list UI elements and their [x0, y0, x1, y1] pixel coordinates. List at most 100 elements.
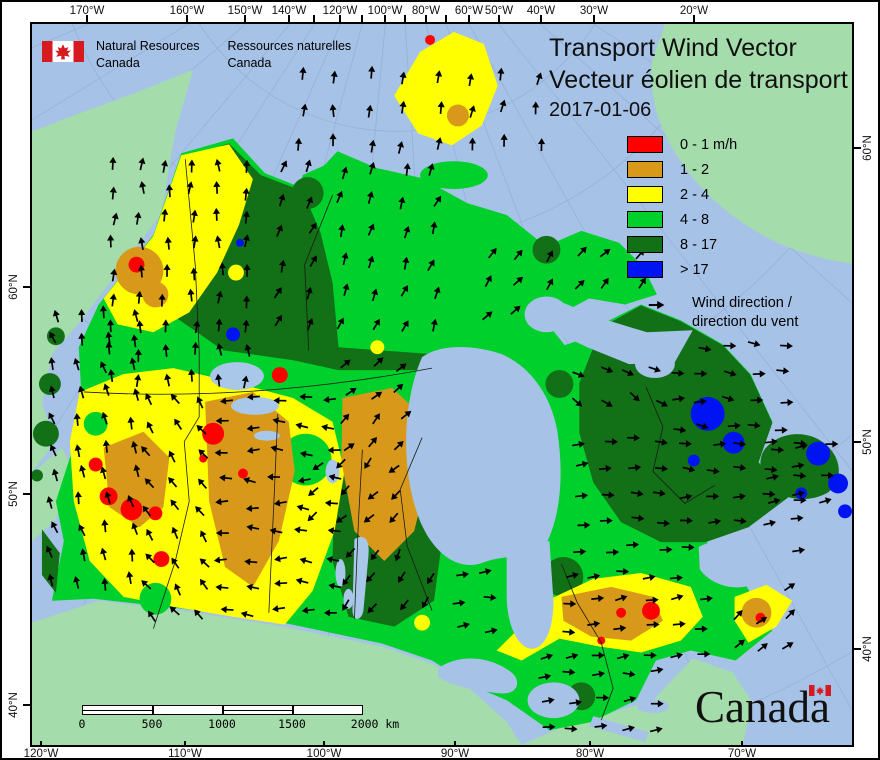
wind-arrow	[780, 398, 794, 407]
wind-arrow	[733, 517, 747, 525]
wind-arrow	[774, 426, 788, 434]
wind-arrow	[48, 385, 56, 399]
axis-tick-minor	[361, 15, 363, 22]
wind-arrow	[127, 416, 135, 430]
wind-arrow	[764, 438, 778, 446]
wind-arrow	[137, 264, 146, 278]
wind-arrow	[733, 463, 747, 472]
longitude-label-top: 150°W	[227, 5, 263, 17]
wind-arrow	[131, 522, 139, 535]
wind-arrow	[171, 557, 180, 569]
wind-arrow	[621, 369, 635, 377]
wind-arrow	[435, 70, 443, 84]
wind-arrow	[299, 450, 313, 458]
wind-arrow	[622, 670, 636, 678]
wind-arrow	[109, 293, 117, 307]
wind-arrow	[168, 450, 176, 463]
wind-arrow	[648, 365, 661, 373]
haida-gwaii	[32, 469, 43, 482]
wind-arrow	[300, 103, 308, 117]
wind-arrow	[394, 548, 402, 562]
wind-arrow	[145, 553, 156, 564]
wind-arrow	[48, 412, 56, 425]
lake-athabasca	[253, 430, 280, 441]
wind-arrow	[191, 235, 199, 249]
wind-arrow	[146, 421, 154, 434]
wind-arrow	[127, 495, 135, 508]
wind-arrow	[587, 620, 601, 628]
wind-arrow	[484, 627, 498, 635]
wind-arrow-icon	[648, 300, 665, 310]
wind-arrow	[190, 209, 198, 223]
wind-arrow	[197, 478, 208, 489]
wind-arrow	[270, 445, 284, 453]
wind-arrow	[133, 464, 141, 478]
wind-arrow	[171, 526, 179, 540]
arctic-islet	[433, 227, 447, 242]
latitude-label-left: 40°N	[8, 692, 20, 718]
wind-arrow	[650, 666, 664, 674]
wind-arrow	[373, 357, 384, 367]
wind-arrow	[161, 208, 169, 222]
wind-arrow	[138, 237, 146, 251]
wind-arrow	[821, 471, 835, 480]
wind-arrow	[752, 370, 766, 378]
wind-arrow	[327, 527, 341, 535]
axis-tick	[86, 15, 88, 22]
wind-arrow	[783, 583, 796, 592]
wind-arrow	[194, 609, 204, 620]
wind-arrow	[323, 609, 337, 617]
wind-arrow	[214, 158, 222, 172]
wind-arrow	[626, 434, 640, 442]
wind-arrow	[215, 373, 223, 387]
legend-swatch	[627, 236, 663, 253]
wind-arrow	[401, 320, 409, 332]
wind-arrow	[364, 457, 372, 469]
wind-arrow	[294, 137, 303, 151]
legend-swatch	[627, 211, 663, 228]
wind-arrow	[273, 499, 287, 507]
wind-arrow	[721, 395, 735, 403]
wind-arrow	[199, 530, 207, 543]
axis-tick	[425, 15, 427, 22]
legend-item: 0 - 1 m/h	[627, 136, 737, 153]
legend-label: > 17	[680, 261, 709, 278]
wind-arrow	[371, 391, 383, 400]
wind-arrow	[601, 491, 615, 499]
wind-arrow	[400, 410, 412, 420]
axis-tick	[498, 15, 500, 22]
wind-arrow	[397, 141, 404, 154]
wind-arrow	[128, 548, 136, 562]
wind-arrow	[216, 290, 224, 304]
wind-arrow	[577, 246, 587, 257]
devon-island	[420, 161, 488, 190]
wind-arrow	[468, 137, 477, 151]
wind-arrow	[165, 184, 174, 198]
wind-direction-legend: Wind direction / direction du vent	[644, 294, 798, 332]
hudson-strait	[555, 300, 693, 365]
wind-arrow	[242, 187, 250, 201]
wind-arrow	[370, 549, 380, 561]
wind-arrow	[733, 610, 743, 621]
longitude-label-top: 80°W	[411, 5, 441, 17]
wind-arrow	[734, 639, 745, 649]
wind-arrow	[306, 318, 314, 331]
wind-arrow	[781, 642, 794, 650]
wind-arrow	[102, 439, 110, 453]
great-slave-lake	[231, 396, 279, 415]
wind-arrow	[426, 572, 435, 585]
wind-arrow	[395, 363, 407, 373]
wind-arrow	[336, 190, 343, 204]
wind-arrow	[562, 668, 576, 676]
wind-arrow	[244, 344, 252, 357]
wind-arrow	[274, 579, 288, 587]
wind-arrow	[243, 263, 251, 277]
wind-arrow	[613, 624, 627, 633]
wind-arrow	[110, 268, 118, 282]
wind-arrow	[336, 317, 344, 330]
legend-swatch	[627, 161, 663, 178]
wind-arrow	[397, 571, 406, 583]
wind-arrow	[327, 446, 341, 454]
wind-arrow	[107, 369, 115, 382]
wind-arrow	[792, 490, 805, 498]
